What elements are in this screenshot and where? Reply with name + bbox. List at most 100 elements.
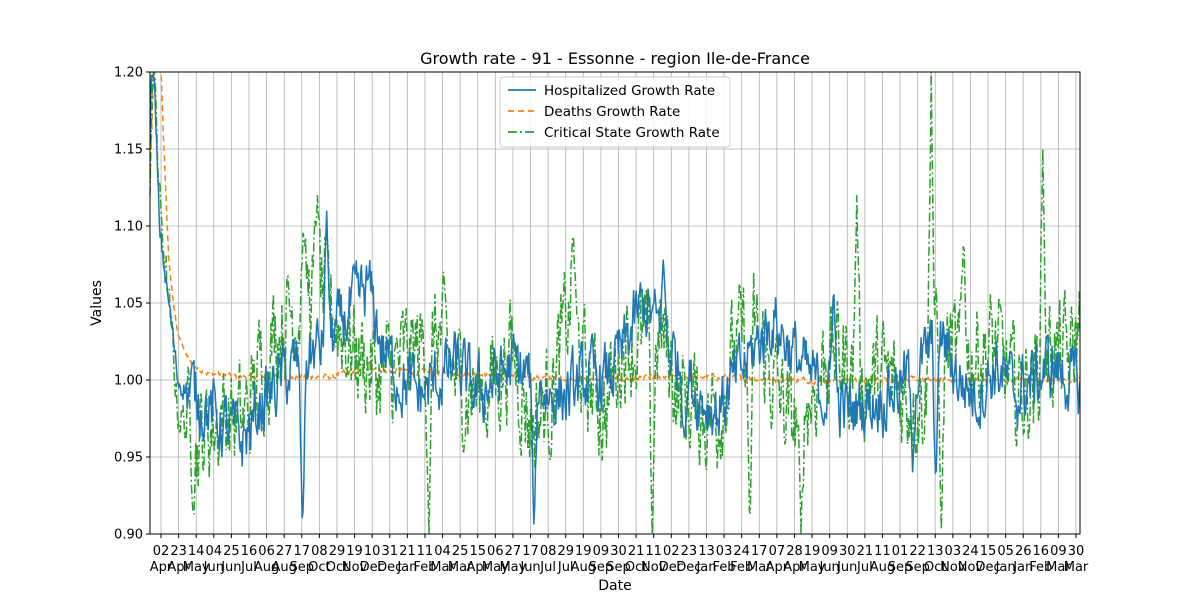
x-tick-label-day: 23 [170,544,187,559]
x-tick-label-day: 17 [522,544,539,559]
x-tick-label-month: Nov [940,560,966,575]
x-tick-label-day: 09 [593,544,610,559]
legend-label: Critical State Growth Rate [544,125,720,141]
x-tick-label-day: 24 [733,544,750,559]
x-tick-label-month: Aug [571,560,596,575]
x-tick-label-day: 19 [575,544,592,559]
x-tick-label-day: 11 [874,544,891,559]
y-tick-label: 1.10 [114,220,143,235]
x-tick-label-month: Nov [641,560,667,575]
x-tick-label-day: 31 [381,544,398,559]
x-tick-label-day: 15 [980,544,997,559]
x-tick-label-day: 29 [329,544,346,559]
x-tick-label-month: Jul [557,560,574,575]
x-tick-label-month: Aug [870,560,895,575]
x-tick-label-month: Sep [290,560,315,575]
x-tick-label-month: Jul [539,560,556,575]
x-tick-label-day: 24 [962,544,979,559]
x-tick-label-day: 27 [505,544,522,559]
x-tick-label-month: May [799,560,826,575]
x-axis: 02Apr23Apr14May04Jun25Jun16Jul06Aug27Aug… [150,534,1089,575]
x-tick-label-month: Feb [713,560,736,575]
series-line-critical-state-growth-rate [150,72,1080,534]
x-tick-label-day: 15 [469,544,486,559]
x-tick-label-day: 19 [346,544,363,559]
x-tick-label-month: Oct [326,560,348,575]
y-tick-label: 0.95 [114,451,143,466]
x-tick-label-day: 23 [681,544,698,559]
x-tick-label-month: Dec [659,560,684,575]
x-tick-label-month: Jun [836,560,857,575]
x-tick-label-month: Jan [695,560,716,575]
legend-box [499,76,731,148]
x-tick-label-month: May [499,560,526,575]
x-tick-label-month: Feb [413,560,436,575]
x-tick-label-month: Feb [1029,560,1052,575]
y-tick-label: 1.00 [114,374,143,389]
x-tick-label-month: Sep [905,560,930,575]
y-axis: 0.90 0.95 1.00 1.05 1.10 1.15 1.20 [114,66,150,543]
x-tick-label-day: 30 [610,544,627,559]
x-tick-label-day: 11 [417,544,434,559]
x-tick-label-day: 29 [557,544,574,559]
x-tick-label-day: 02 [663,544,680,559]
x-tick-label-month: Aug [254,560,279,575]
x-tick-label-month: Oct [924,560,946,575]
x-tick-label-day: 25 [452,544,469,559]
x-tick-label-day: 05 [997,544,1014,559]
y-tick-label: 1.15 [114,143,143,158]
x-tick-label-month: Dec [975,560,1000,575]
x-tick-label-day: 17 [293,544,310,559]
x-tick-label-day: 07 [769,544,786,559]
x-tick-label-month: Apr [766,560,789,575]
x-tick-label-day: 06 [258,544,275,559]
x-tick-label-month: Jun [818,560,839,575]
x-tick-label-month: Jul [240,560,257,575]
series-line-hospitalized-growth-rate [150,74,1080,525]
legend-label: Hospitalized Growth Rate [544,83,715,99]
x-tick-label-month: May [183,560,210,575]
x-tick-label-month: Jun [519,560,540,575]
x-tick-label-day: 21 [628,544,645,559]
x-tick-label-month: Apr [783,560,806,575]
x-tick-label-month: Apr [167,560,190,575]
x-tick-label-day: 08 [540,544,557,559]
x-tick-label-day: 26 [1015,544,1032,559]
x-tick-label-month: Aug [271,560,296,575]
x-tick-label-day: 19 [804,544,821,559]
x-tick-label-day: 28 [786,544,803,559]
x-tick-label-month: Dec [377,560,402,575]
x-tick-label-month: Jun [203,560,224,575]
x-tick-label-day: 08 [311,544,328,559]
x-tick-label-day: 25 [223,544,240,559]
x-tick-label-month: Mar [1046,560,1071,575]
x-tick-label-day: 10 [364,544,381,559]
x-tick-label-month: Feb [730,560,753,575]
x-tick-label-day: 04 [434,544,451,559]
x-tick-label-month: Apr [150,560,173,575]
x-tick-label-month: Mar [1064,560,1089,575]
x-tick-label-month: Sep [888,560,913,575]
x-tick-label-day: 27 [276,544,293,559]
x-tick-label-month: Nov [958,560,984,575]
x-tick-label-month: Oct [308,560,330,575]
x-axis-label: Date [598,578,631,594]
x-tick-label-month: Sep [589,560,614,575]
x-tick-label-month: Jan [1012,560,1033,575]
x-tick-label-day: 14 [188,544,205,559]
x-tick-label-day: 22 [909,544,926,559]
y-tick-label: 0.90 [114,528,143,543]
x-tick-label-month: Oct [625,560,647,575]
x-tick-label-day: 16 [1033,544,1050,559]
x-tick-label-month: Mar [747,560,772,575]
x-tick-label-day: 21 [399,544,416,559]
x-tick-label-day: 03 [716,544,733,559]
x-tick-label-day: 09 [821,544,838,559]
x-tick-label-month: Dec [360,560,385,575]
x-tick-label-day: 01 [892,544,909,559]
y-axis-label: Values [89,280,105,326]
plot-area [150,72,1080,534]
x-tick-label-month: Jun [220,560,241,575]
x-tick-label-month: May [482,560,509,575]
x-tick-label-month: Sep [606,560,631,575]
